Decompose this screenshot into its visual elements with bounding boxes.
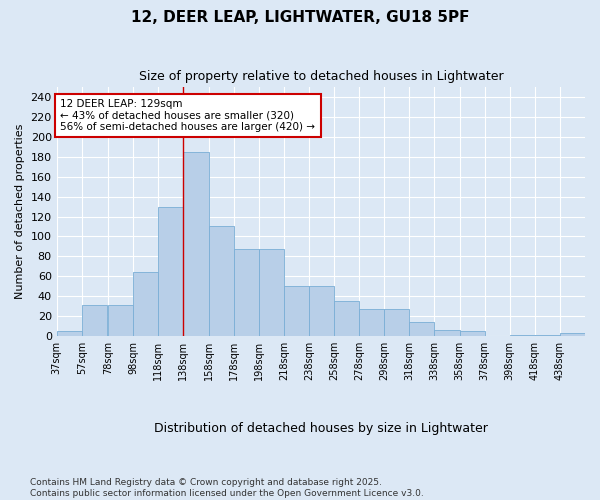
Bar [184,152,209,336]
Bar [359,309,384,336]
Bar [434,330,460,336]
Bar [158,206,184,336]
Bar [259,250,284,336]
Text: 12, DEER LEAP, LIGHTWATER, GU18 5PF: 12, DEER LEAP, LIGHTWATER, GU18 5PF [131,10,469,25]
X-axis label: Distribution of detached houses by size in Lightwater: Distribution of detached houses by size … [154,422,488,435]
Text: 12 DEER LEAP: 129sqm
← 43% of detached houses are smaller (320)
56% of semi-deta: 12 DEER LEAP: 129sqm ← 43% of detached h… [61,99,316,132]
Bar [460,331,485,336]
Bar [108,305,133,336]
Bar [535,335,560,336]
Bar [284,286,309,336]
Text: Contains HM Land Registry data © Crown copyright and database right 2025.
Contai: Contains HM Land Registry data © Crown c… [30,478,424,498]
Title: Size of property relative to detached houses in Lightwater: Size of property relative to detached ho… [139,70,503,83]
Bar [334,301,359,336]
Bar [409,322,434,336]
Bar [309,286,334,336]
Bar [233,250,259,336]
Y-axis label: Number of detached properties: Number of detached properties [15,124,25,299]
Bar [133,272,158,336]
Bar [82,305,107,336]
Bar [56,331,82,336]
Bar [560,333,585,336]
Bar [384,309,409,336]
Bar [510,335,535,336]
Bar [209,226,233,336]
